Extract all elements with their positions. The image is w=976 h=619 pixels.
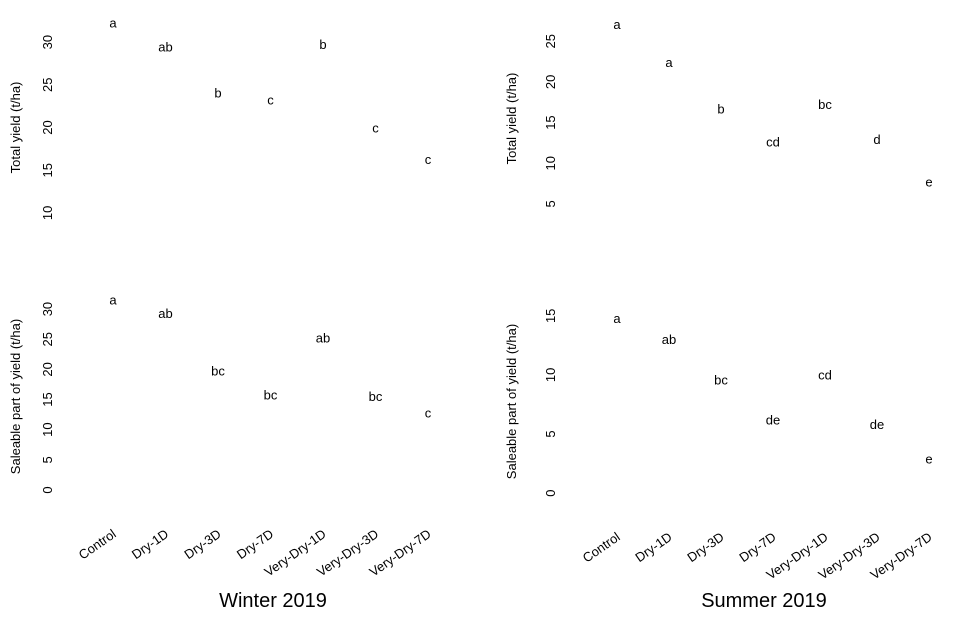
y-tick-label: 5 bbox=[543, 200, 558, 207]
iqr-box bbox=[354, 413, 398, 444]
summer-season-label: Summer 2019 bbox=[701, 590, 827, 612]
iqr-box bbox=[907, 471, 951, 472]
x-tick-label: Control bbox=[76, 526, 119, 562]
significance-letter: a bbox=[109, 16, 117, 31]
significance-letter: b bbox=[319, 37, 326, 52]
significance-letter: bc bbox=[818, 97, 832, 112]
significance-letter: c bbox=[267, 92, 274, 107]
x-tick-label: Dry-1D bbox=[632, 529, 674, 565]
iqr-box bbox=[595, 334, 639, 364]
significance-letter: bc bbox=[211, 363, 225, 378]
significance-letter: cd bbox=[766, 135, 780, 150]
significance-letter: b bbox=[214, 86, 221, 101]
iqr-box bbox=[249, 409, 293, 454]
significance-letter: ab bbox=[316, 330, 330, 345]
iqr-box bbox=[144, 339, 188, 426]
y-tick-label: 25 bbox=[543, 34, 558, 48]
significance-letter: bc bbox=[264, 388, 278, 403]
x-tick-label: Control bbox=[580, 529, 623, 565]
y-axis-label: Saleable part of yield (t/ha) bbox=[504, 324, 519, 479]
summer-saleable-panel: 0 5 10 15 Saleable part of yield (t/ha) a ab bc… bbox=[504, 309, 951, 583]
winter-total-panel: 10 15 20 25 30 Total yield (t/ha) a ab b c b c c bbox=[8, 16, 450, 221]
significance-letter: bc bbox=[714, 372, 728, 387]
iqr-box bbox=[406, 430, 450, 474]
y-axis-label: Saleable part of yield (t/ha) bbox=[8, 319, 23, 474]
iqr-box bbox=[907, 196, 951, 203]
winter-season-label: Winter 2019 bbox=[219, 590, 327, 612]
y-tick-label: 25 bbox=[40, 78, 55, 92]
iqr-box bbox=[354, 147, 398, 161]
y-tick-label: 15 bbox=[543, 115, 558, 129]
x-tick-label: Dry-3D bbox=[181, 526, 223, 562]
y-tick-label: 30 bbox=[40, 35, 55, 49]
iqr-box bbox=[647, 75, 691, 106]
iqr-box bbox=[751, 156, 795, 162]
significance-letter: cd bbox=[818, 368, 832, 383]
significance-letter: a bbox=[613, 17, 621, 32]
significance-letter: c bbox=[425, 152, 432, 167]
y-tick-label: 20 bbox=[40, 120, 55, 134]
significance-letter: b bbox=[717, 101, 724, 116]
significance-letter: a bbox=[109, 292, 117, 307]
iqr-box bbox=[249, 123, 293, 197]
significance-letter: ab bbox=[662, 332, 676, 347]
iqr-box bbox=[406, 174, 450, 187]
y-tick-label: 0 bbox=[543, 489, 558, 496]
winter-saleable-panel: 0 5 10 15 20 25 30 Saleable part of yield (t/ha… bbox=[8, 292, 450, 579]
significance-letter: e bbox=[925, 451, 932, 466]
significance-letter: a bbox=[665, 55, 673, 70]
iqr-box bbox=[301, 80, 345, 119]
y-tick-label: 15 bbox=[40, 392, 55, 406]
iqr-box bbox=[595, 45, 639, 86]
iqr-box bbox=[855, 451, 899, 466]
y-tick-label: 30 bbox=[40, 302, 55, 316]
y-tick-label: 10 bbox=[543, 156, 558, 170]
iqr-box bbox=[647, 360, 691, 395]
iqr-box bbox=[855, 158, 899, 179]
significance-letter: a bbox=[613, 311, 621, 326]
iqr-box bbox=[803, 415, 847, 454]
y-tick-label: 0 bbox=[40, 486, 55, 493]
iqr-box bbox=[144, 58, 188, 115]
y-tick-label: 10 bbox=[40, 206, 55, 220]
significance-letter: de bbox=[870, 417, 884, 432]
x-tick-label: Dry-3D bbox=[684, 529, 726, 565]
y-tick-label: 25 bbox=[40, 332, 55, 346]
y-tick-label: 20 bbox=[40, 362, 55, 376]
significance-letter: c bbox=[425, 406, 432, 421]
iqr-box bbox=[751, 435, 795, 447]
x-tick-label: Dry-1D bbox=[129, 526, 171, 562]
iqr-box bbox=[699, 123, 743, 136]
iqr-box bbox=[803, 123, 847, 140]
significance-letter: ab bbox=[158, 306, 172, 321]
significance-letter: bc bbox=[369, 389, 383, 404]
iqr-box bbox=[91, 321, 135, 367]
y-tick-label: 5 bbox=[543, 430, 558, 437]
y-tick-label: 10 bbox=[40, 422, 55, 436]
iqr-box bbox=[301, 360, 345, 435]
significance-letter: de bbox=[766, 412, 780, 427]
y-axis-label: Total yield (t/ha) bbox=[504, 73, 519, 165]
significance-letter: e bbox=[925, 174, 932, 189]
iqr-box bbox=[91, 35, 135, 70]
y-tick-label: 5 bbox=[40, 456, 55, 463]
y-tick-label: 15 bbox=[40, 163, 55, 177]
iqr-box bbox=[196, 390, 240, 423]
x-tick-label: Dry-7D bbox=[234, 526, 276, 562]
y-tick-label: 20 bbox=[543, 75, 558, 89]
y-axis-label: Total yield (t/ha) bbox=[8, 82, 23, 174]
significance-letter: ab bbox=[158, 39, 172, 54]
significance-letter: c bbox=[372, 121, 379, 136]
y-tick-label: 15 bbox=[543, 309, 558, 323]
significance-letter: d bbox=[873, 132, 880, 147]
y-tick-label: 10 bbox=[543, 368, 558, 382]
iqr-box bbox=[196, 107, 240, 116]
iqr-box bbox=[699, 390, 743, 420]
x-tick-label: Dry-7D bbox=[736, 529, 778, 565]
